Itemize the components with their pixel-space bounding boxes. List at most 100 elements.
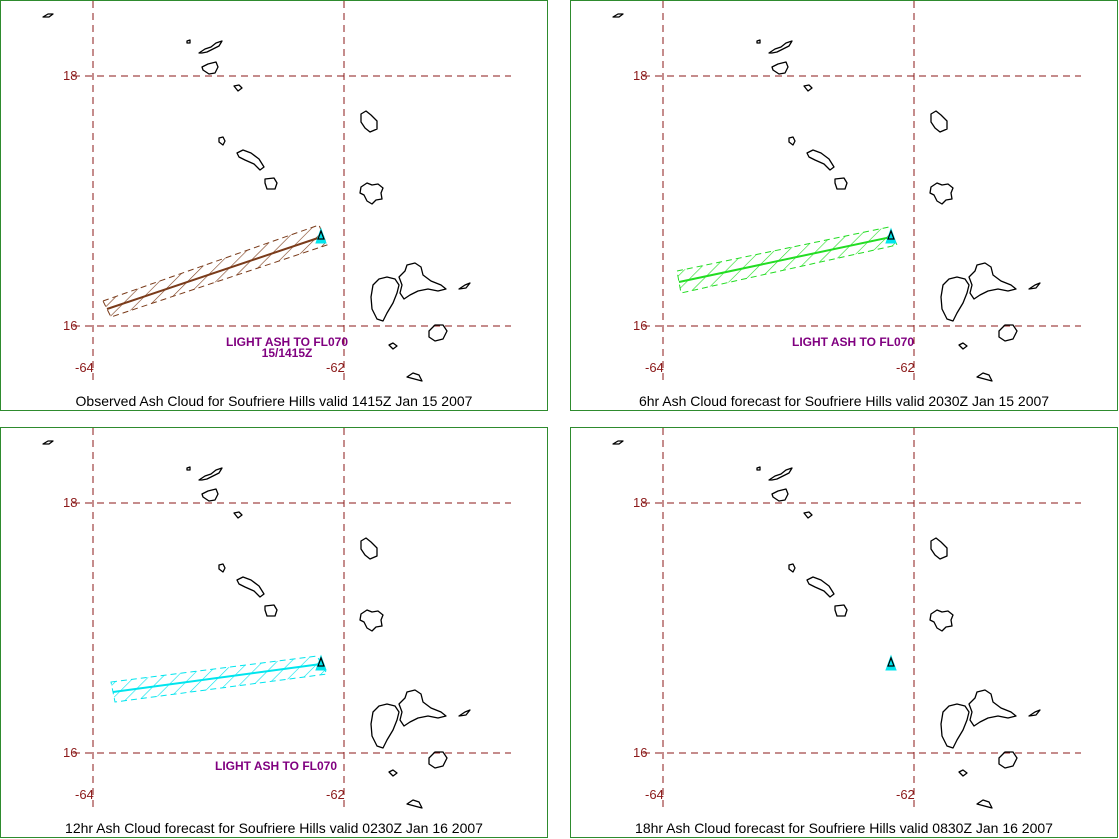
la-desirade-island [458,709,471,717]
saba-island [233,84,243,92]
map-panel-6hr: 18 16 -64 -62 LIGHT ASH TO FL070 6hr Ash Clo… [570,0,1118,411]
panel-caption: 18hr Ash Cloud forecast for Soufriere Hi… [635,820,1053,836]
map-panel-12hr: 18 16 -64 -62 LIGHT ASH TO FL070 12hr Ash Cl… [0,427,548,838]
ash-annotation: 15/1415Z [262,346,313,360]
antigua-island [264,604,278,617]
marie-galante-island [998,324,1018,342]
montserrat-island [317,656,325,667]
map-canvas: 18 16 -64 -62 LIGHT ASH TO FL070 [612,1,1081,382]
st-kitts-island [788,136,796,146]
anegada-island [756,466,761,471]
guadeloupe-grande-terre [940,703,970,749]
st-kitts-nevis-island [806,576,835,598]
virgin-islands-island [768,40,793,54]
marie-galante-island [428,751,448,769]
marie-galante-island [998,751,1018,769]
longitude-label: -64 [645,360,664,375]
virgin-islands-island [768,467,793,481]
anegada-island [186,39,191,44]
saba-island [803,84,813,92]
st-kitts-island [788,563,796,573]
dominica-island [406,372,423,382]
latitude-label: 18 [63,68,77,83]
anguilla-island [42,440,54,445]
map-canvas: 18 16 -64 -62 LIGHT ASH TO FL070 [42,428,511,809]
longitude-label: -62 [896,360,915,375]
latitude-label: 18 [633,68,647,83]
longitude-label: -62 [896,787,915,802]
guadeloupe-grande-terre [370,703,400,749]
guadeloupe-north-island [359,182,384,205]
st-croix-island [771,61,789,75]
guadeloupe-grande-terre [370,276,400,322]
les-saintes-island [958,769,968,777]
latitude-label: 18 [63,495,77,510]
anguilla-island [612,440,624,445]
longitude-label: -64 [75,360,94,375]
antigua-island [834,177,848,190]
latitude-label: 16 [633,318,647,333]
virgin-islands-island [198,40,223,54]
antigua-main-island [930,110,948,133]
les-saintes-island [958,342,968,350]
antigua-main-island [360,110,378,133]
longitude-label: -62 [326,787,345,802]
ash-plume-axis [678,236,892,283]
montserrat-island [317,229,325,240]
montserrat-island [887,229,895,240]
map-panel-observed: 18 16 -64 -62 LIGHT ASH TO FL070 15/1415Z Obs… [0,0,548,411]
panel-caption: Observed Ash Cloud for Soufriere Hills v… [75,393,473,409]
dominica-island [976,372,993,382]
st-kitts-nevis-island [806,149,835,171]
anegada-island [186,466,191,471]
anguilla-island [42,13,54,18]
guadeloupe-north-island [929,609,954,632]
guadeloupe-basse-terre [398,262,447,300]
antigua-main-island [930,537,948,560]
ash-annotation: LIGHT ASH TO FL070 [792,335,914,349]
map-canvas: 18 16 -64 -62 [612,428,1081,809]
anegada-island [756,39,761,44]
ash-cloud-area [110,655,328,703]
st-kitts-nevis-island [236,149,265,171]
ash-plume-axis [112,663,322,693]
panel-caption: 12hr Ash Cloud forecast for Soufriere Hi… [65,820,483,836]
saba-island [233,511,243,519]
ash-cloud-area [102,224,328,318]
ash-annotation: LIGHT ASH TO FL070 [215,759,337,773]
guadeloupe-basse-terre [968,262,1017,300]
marie-galante-island [428,324,448,342]
antigua-main-island [360,537,378,560]
guadeloupe-grande-terre [940,276,970,322]
guadeloupe-north-island [359,609,384,632]
antigua-island [834,604,848,617]
longitude-label: -64 [75,787,94,802]
dominica-island [406,799,423,809]
longitude-label: -64 [645,787,664,802]
guadeloupe-basse-terre [968,689,1017,727]
ash-annotation: LIGHT ASH TO FL070 [226,335,348,349]
guadeloupe-north-island [929,182,954,205]
anguilla-island [612,13,624,18]
montserrat-island [887,656,895,667]
st-croix-island [771,488,789,502]
ash-plume-axis [106,236,322,310]
saba-island [803,511,813,519]
les-saintes-island [388,342,398,350]
la-desirade-island [458,282,471,290]
latitude-label: 16 [633,745,647,760]
virgin-islands-island [198,467,223,481]
la-desirade-island [1028,282,1041,290]
latitude-label: 16 [63,745,77,760]
les-saintes-island [388,769,398,777]
st-kitts-island [218,136,226,146]
panel-caption: 6hr Ash Cloud forecast for Soufriere Hil… [638,393,1050,409]
st-croix-island [201,61,219,75]
latitude-label: 16 [63,318,77,333]
latitude-label: 18 [633,495,647,510]
dominica-island [976,799,993,809]
st-kitts-nevis-island [236,576,265,598]
guadeloupe-basse-terre [398,689,447,727]
antigua-island [264,177,278,190]
